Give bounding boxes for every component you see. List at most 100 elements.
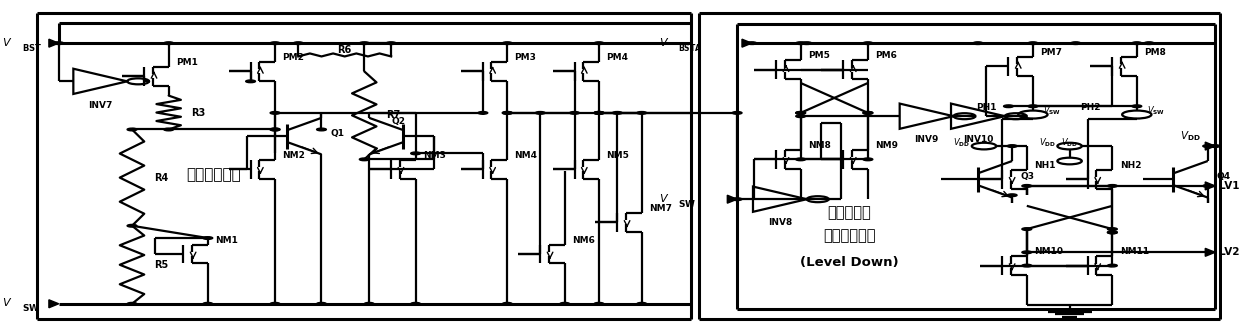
Text: LV2: LV2: [1219, 247, 1239, 257]
Polygon shape: [48, 39, 58, 47]
Text: NM2: NM2: [283, 151, 305, 160]
Text: PM7: PM7: [1040, 48, 1063, 57]
Circle shape: [53, 42, 63, 44]
Circle shape: [637, 302, 646, 305]
Circle shape: [1022, 264, 1032, 267]
Circle shape: [1007, 145, 1017, 147]
Circle shape: [559, 302, 569, 305]
Circle shape: [270, 128, 280, 131]
Text: NM8: NM8: [808, 141, 831, 150]
Circle shape: [796, 42, 806, 44]
Text: PH1: PH1: [976, 103, 996, 113]
Circle shape: [410, 152, 420, 155]
Circle shape: [1071, 42, 1080, 44]
Text: NH1: NH1: [1034, 161, 1055, 170]
Text: 高压转低压: 高压转低压: [827, 205, 872, 220]
Circle shape: [802, 42, 812, 44]
Text: (Level Down): (Level Down): [800, 256, 899, 269]
Text: PM5: PM5: [808, 51, 830, 60]
Text: $V_{\mathbf{SW}}$: $V_{\mathbf{SW}}$: [1043, 105, 1061, 118]
Circle shape: [1107, 231, 1117, 234]
Circle shape: [477, 112, 487, 114]
Circle shape: [270, 302, 280, 305]
Circle shape: [973, 42, 983, 44]
Circle shape: [203, 302, 213, 305]
Circle shape: [637, 112, 646, 114]
Text: $\mathbf{SW}$: $\mathbf{SW}$: [22, 302, 40, 313]
Text: R6: R6: [337, 45, 352, 55]
Circle shape: [164, 128, 174, 131]
Text: NM5: NM5: [606, 151, 629, 160]
Circle shape: [246, 80, 255, 83]
Text: INV9: INV9: [914, 135, 939, 144]
Circle shape: [594, 112, 604, 114]
Text: R4: R4: [154, 173, 169, 183]
Circle shape: [294, 42, 303, 44]
Circle shape: [502, 302, 512, 305]
Text: PM2: PM2: [283, 53, 304, 62]
Text: Q4: Q4: [1216, 172, 1230, 181]
Circle shape: [796, 115, 806, 118]
Text: R5: R5: [154, 260, 169, 270]
Text: NM4: NM4: [515, 151, 538, 160]
Circle shape: [613, 112, 622, 114]
Circle shape: [594, 42, 604, 44]
Text: NM1: NM1: [215, 236, 238, 245]
Text: $V_{\mathbf{SW}}$: $V_{\mathbf{SW}}$: [1147, 105, 1164, 118]
Polygon shape: [742, 39, 751, 47]
Text: NM7: NM7: [649, 204, 672, 213]
Circle shape: [270, 112, 280, 114]
Text: $V_{\mathbf{DD}}$: $V_{\mathbf{DD}}$: [954, 136, 971, 149]
Text: Q3: Q3: [1021, 172, 1034, 181]
Text: $\mathbf{SW}$: $\mathbf{SW}$: [678, 198, 697, 209]
Text: $\mathbf{BSTA}$: $\mathbf{BSTA}$: [678, 42, 703, 53]
Circle shape: [1107, 228, 1117, 230]
Circle shape: [387, 42, 396, 44]
Text: NM6: NM6: [572, 236, 595, 245]
Circle shape: [128, 224, 136, 227]
Polygon shape: [1205, 182, 1215, 190]
Text: PM1: PM1: [176, 58, 198, 67]
Circle shape: [863, 158, 873, 161]
Circle shape: [1210, 145, 1220, 147]
Circle shape: [594, 112, 604, 114]
Text: 电压钳位电路: 电压钳位电路: [186, 167, 242, 182]
Text: NM9: NM9: [875, 141, 898, 150]
Text: INV10: INV10: [962, 135, 993, 144]
Circle shape: [1022, 228, 1032, 230]
Circle shape: [502, 112, 512, 114]
Text: PM4: PM4: [606, 53, 629, 62]
Circle shape: [863, 42, 873, 44]
Circle shape: [270, 128, 280, 131]
Text: $V_{\mathbf{DD}}$: $V_{\mathbf{DD}}$: [1039, 136, 1056, 149]
Circle shape: [1022, 251, 1032, 254]
Text: R7: R7: [387, 110, 401, 121]
Text: NM11: NM11: [1120, 247, 1148, 256]
Circle shape: [536, 112, 546, 114]
Text: R3: R3: [191, 108, 205, 118]
Text: PH2: PH2: [1080, 103, 1100, 113]
Text: $V$: $V$: [2, 296, 12, 308]
Circle shape: [1107, 185, 1117, 187]
Text: 电平位移电路: 电平位移电路: [823, 228, 875, 243]
Circle shape: [1132, 42, 1142, 44]
Circle shape: [1107, 231, 1117, 234]
Circle shape: [502, 112, 512, 114]
Circle shape: [569, 112, 579, 114]
Circle shape: [1022, 185, 1032, 187]
Polygon shape: [1205, 248, 1215, 256]
Text: LV1: LV1: [1219, 181, 1239, 191]
Circle shape: [594, 302, 604, 305]
Text: $V_{\mathbf{DD}}$: $V_{\mathbf{DD}}$: [1061, 136, 1078, 149]
Polygon shape: [728, 195, 737, 203]
Circle shape: [365, 302, 374, 305]
Polygon shape: [48, 300, 58, 308]
Circle shape: [128, 128, 136, 131]
Circle shape: [502, 42, 512, 44]
Text: $V$: $V$: [658, 36, 670, 47]
Text: $V$: $V$: [658, 192, 670, 204]
Text: PM3: PM3: [515, 53, 537, 62]
Text: NH2: NH2: [1120, 161, 1141, 170]
Circle shape: [203, 237, 213, 239]
Text: $V_{\mathbf{DD}}$: $V_{\mathbf{DD}}$: [1179, 129, 1200, 143]
